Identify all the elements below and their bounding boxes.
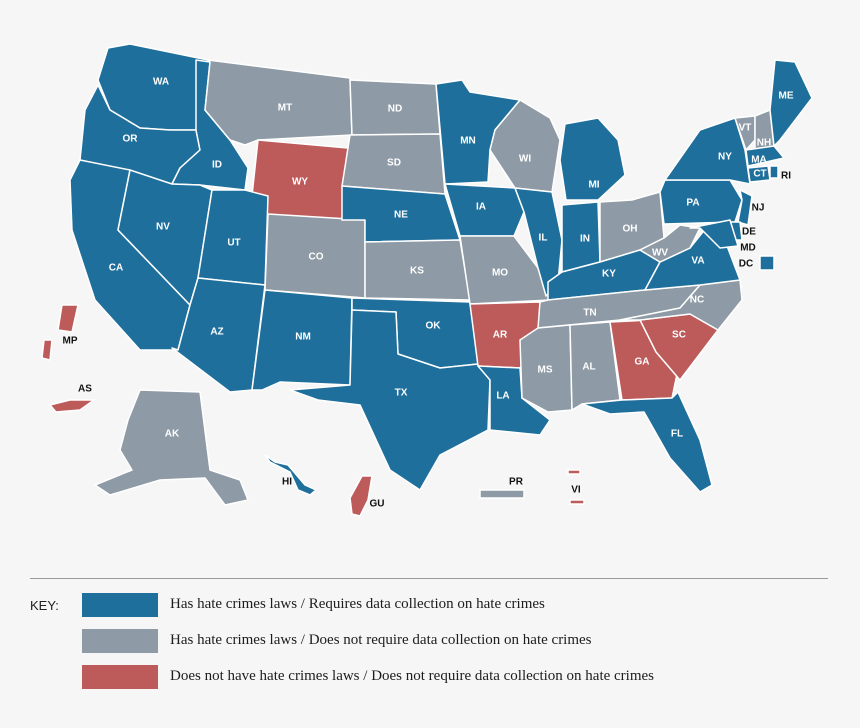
- state-label-mo: MO: [492, 268, 508, 279]
- state-mp: [57, 304, 79, 333]
- state-label-oh: OH: [623, 224, 638, 235]
- state-label-tn: TN: [583, 308, 596, 319]
- state-tx: [289, 309, 491, 491]
- state-label-gu: GU: [370, 499, 385, 510]
- state-fl: [581, 391, 713, 493]
- state-label-co: CO: [309, 252, 324, 263]
- state-label-il: IL: [539, 233, 548, 244]
- state-label-ut: UT: [227, 238, 240, 249]
- state-ct: [747, 165, 771, 183]
- state-label-ri: RI: [781, 171, 791, 182]
- state-label-nc: NC: [690, 295, 704, 306]
- state-mi: [559, 117, 626, 201]
- state-md: [689, 219, 739, 249]
- state-label-ca: CA: [109, 263, 123, 274]
- key-swatch-red: [82, 665, 158, 689]
- state-label-la: LA: [496, 391, 509, 402]
- state-la: [477, 365, 551, 436]
- state-mp: [41, 339, 53, 361]
- state-label-ny: NY: [718, 152, 732, 163]
- state-ri: [769, 165, 779, 179]
- state-label-ma: MA: [751, 155, 767, 166]
- state-label-mp: MP: [63, 336, 78, 347]
- key-label-blue: Has hate crimes laws / Requires data col…: [170, 596, 545, 612]
- state-me: [769, 59, 813, 147]
- state-ak: [94, 389, 249, 506]
- state-label-sc: SC: [672, 330, 686, 341]
- state-dc: [759, 255, 775, 271]
- state-vi: [569, 499, 585, 505]
- key-label-gray: Has hate crimes laws / Does not require …: [170, 632, 592, 648]
- key-item-blue: Has hate crimes laws / Requires data col…: [82, 593, 782, 617]
- key-swatch-blue: [82, 593, 158, 617]
- state-label-al: AL: [582, 362, 595, 373]
- state-label-id: ID: [212, 160, 222, 171]
- state-pr: [479, 489, 525, 499]
- state-gu: [349, 475, 373, 517]
- state-label-pr: PR: [509, 477, 524, 488]
- state-label-ct: CT: [753, 169, 766, 180]
- key-item-gray: Has hate crimes laws / Does not require …: [82, 629, 782, 653]
- state-label-hi: HI: [282, 477, 292, 488]
- key-divider: [30, 578, 828, 579]
- state-label-mi: MI: [588, 180, 599, 191]
- state-label-dc: DC: [739, 259, 753, 270]
- state-nj: [737, 189, 753, 226]
- state-label-wv: WV: [652, 248, 668, 259]
- state-label-or: OR: [123, 134, 139, 145]
- state-label-ar: AR: [493, 330, 508, 341]
- state-label-ok: OK: [426, 321, 442, 332]
- state-wi: [489, 99, 561, 193]
- state-label-ms: MS: [538, 365, 553, 376]
- state-ny: [664, 117, 751, 185]
- state-label-in: IN: [580, 234, 590, 245]
- state-label-fl: FL: [671, 429, 683, 440]
- us-map: WA OR CA ID NV MT WY UT AZ CO NM ND SD N…: [41, 43, 813, 517]
- state-label-ne: NE: [394, 210, 408, 221]
- state-label-sd: SD: [387, 158, 401, 169]
- state-pa: [659, 179, 743, 225]
- state-label-wa: WA: [153, 77, 169, 88]
- state-label-mt: MT: [278, 103, 292, 114]
- state-as: [49, 399, 95, 413]
- key-label-red: Does not have hate crimes laws / Does no…: [170, 668, 654, 684]
- state-label-nd: ND: [388, 104, 402, 115]
- key-swatch-gray: [82, 629, 158, 653]
- state-label-tx: TX: [395, 388, 408, 399]
- state-label-as: AS: [78, 384, 92, 395]
- state-label-nm: NM: [295, 332, 311, 343]
- state-label-pa: PA: [686, 198, 699, 209]
- state-label-nv: NV: [156, 222, 170, 233]
- state-label-ks: KS: [410, 266, 424, 277]
- state-label-va: VA: [691, 256, 704, 267]
- state-label-mn: MN: [460, 136, 476, 147]
- state-hi: [264, 454, 317, 496]
- key-title: KEY:: [30, 598, 59, 613]
- state-ia: [444, 183, 525, 237]
- state-label-md: MD: [740, 243, 756, 254]
- state-label-wy: WY: [292, 177, 308, 188]
- key-item-red: Does not have hate crimes laws / Does no…: [82, 665, 782, 689]
- state-label-ak: AK: [165, 429, 180, 440]
- state-label-nj: NJ: [752, 203, 765, 214]
- state-vi: [567, 469, 581, 475]
- state-label-vt: VT: [739, 123, 752, 134]
- state-label-de: DE: [742, 227, 756, 238]
- state-label-wi: WI: [519, 154, 531, 165]
- state-ma: [745, 145, 785, 167]
- state-label-nh: NH: [757, 138, 771, 149]
- state-label-ga: GA: [635, 357, 650, 368]
- state-label-az: AZ: [210, 327, 223, 338]
- state-label-ia: IA: [476, 202, 486, 213]
- state-label-me: ME: [779, 91, 794, 102]
- state-label-ky: KY: [602, 269, 616, 280]
- state-label-vi: VI: [571, 485, 581, 496]
